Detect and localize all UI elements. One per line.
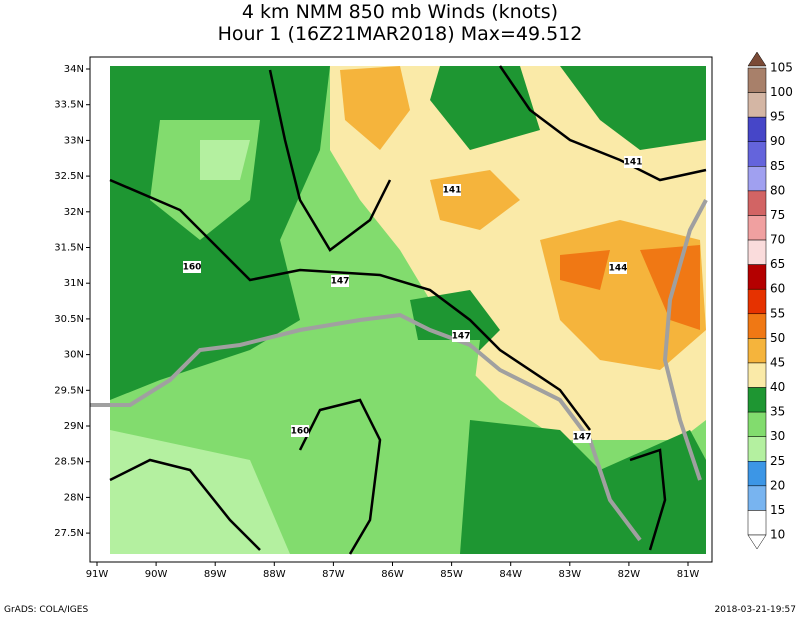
lon-label: 89W [204,569,227,580]
colorbar-label: 60 [770,282,785,296]
lon-label: 90W [145,569,168,580]
lat-label: 32N [64,207,84,218]
title: 4 km NMM 850 mb Winds (knots) [242,1,558,23]
contour-label-bg [183,261,201,273]
colorbar-label: 105 [770,61,793,75]
lon-label: 86W [381,569,404,580]
lat-label: 34N [64,64,84,75]
lon-label: 81W [677,569,700,580]
contour-label-bg [452,330,470,342]
contour-label: 160 [291,427,310,437]
lon-label: 87W [322,569,345,580]
colorbar-label: 70 [770,233,785,247]
colorbar-label: 50 [770,331,785,345]
colorbar-box [747,67,767,93]
plot-frame [89,56,713,563]
lat-label: 30.5N [54,314,84,325]
colorbar-box [747,288,767,315]
colorbar-label: 15 [770,503,785,517]
colorbar-label: 20 [770,478,785,492]
colorbar-label: 90 [770,134,785,148]
footer-right: 2018-03-21-19:57 [715,605,797,615]
contour-label: 144 [609,264,628,274]
colorbar-label: 65 [770,257,785,271]
contour-label-bg [609,262,627,274]
colorbar-box [747,166,767,192]
lon-label: 88W [263,569,286,580]
lon-label: 91W [86,569,109,580]
contour-label: 160 [183,263,202,273]
colorbar-label: 80 [770,183,785,197]
lat-label: 27.5N [54,528,84,539]
contour-label-bg [624,156,642,168]
colorbar-label: 30 [770,429,785,443]
colorbar-box [747,461,767,487]
colorbar-box [747,141,767,167]
colorbar-box [747,436,767,462]
colorbar-box [747,411,767,437]
contour-label-bg [443,184,461,196]
colorbar-label: 45 [770,355,785,369]
colorbar-label: 75 [770,208,785,222]
contour-label: 147 [573,433,592,443]
colorbar-label: 25 [770,454,785,468]
lat-label: 30N [64,350,84,361]
lon-label: 85W [440,569,463,580]
colorbar-box [747,510,767,536]
contour-label-bg [331,275,349,287]
contour-label: 147 [331,277,350,287]
contour-label-bg [291,425,309,437]
coastline [90,199,708,542]
lon-label: 84W [499,569,522,580]
lat-label: 31.5N [54,243,84,254]
colorbar-box [747,215,767,241]
lon-label: 82W [618,569,641,580]
contour-label: 147 [452,332,471,342]
colorbar-box [747,264,767,290]
lat-label: 32.5N [54,171,84,182]
colorbar-box [747,190,767,216]
colorbar-box [747,387,767,413]
colorbar-box [747,239,767,265]
colorbar-box [747,338,767,364]
contours [109,65,707,555]
lat-label: 28N [64,492,84,503]
contour-label: 141 [443,186,462,196]
colorbar-box [747,313,767,339]
subtitle: Hour 1 (16Z21MAR2018) Max=49.512 [218,23,583,45]
colorbar-box [747,116,767,142]
lat-label: 29.5N [54,385,84,396]
lat-label: 28.5N [54,457,84,468]
colorbar-arrow [747,534,767,550]
colorbar-label: 35 [770,405,785,419]
colorbar-label: 85 [770,159,785,173]
contour-label: 141 [624,158,643,168]
lat-label: 31N [64,278,84,289]
lat-label: 33N [64,135,84,146]
lat-label: 33.5N [54,100,84,111]
lat-label: 29N [64,421,84,432]
colorbar-box [747,362,767,388]
colorbar-label: 100 [770,85,793,99]
lon-label: 83W [558,569,581,580]
colorbar-label: 40 [770,380,785,394]
colorbar-arrow [747,51,767,67]
map-shading [90,57,712,562]
contour-label-bg [573,431,591,443]
colorbar-box [747,92,767,118]
footer-left: GrADS: COLA/IGES [4,605,88,615]
colorbar-box [747,485,767,511]
colorbar-label: 95 [770,110,785,124]
colorbar-label: 10 [770,528,785,542]
colorbar-label: 55 [770,306,785,320]
